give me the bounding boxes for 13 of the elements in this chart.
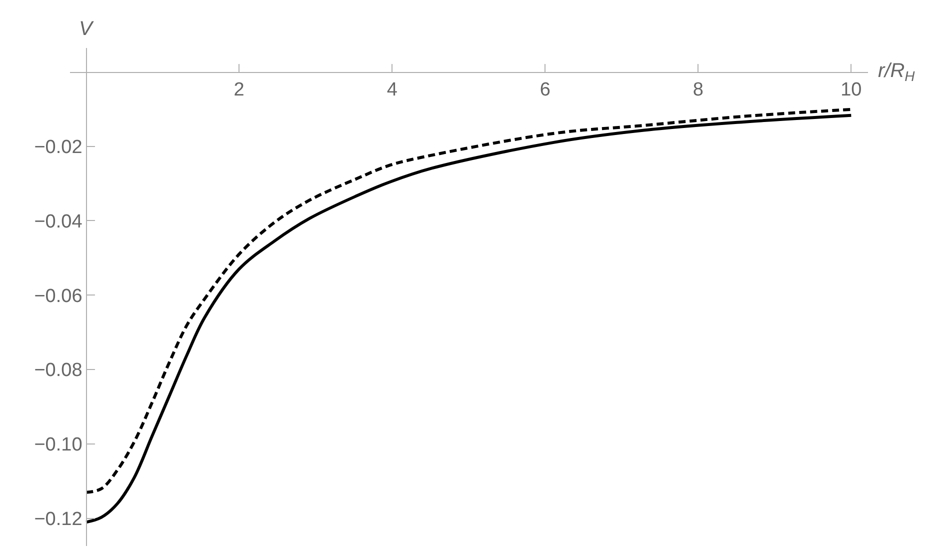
x-tick-label: 4 [386,80,398,101]
y-tick-label: −0.08 [34,360,82,382]
x-tick-label: 8 [692,80,704,101]
y-tick-label: −0.12 [34,509,82,530]
x-tick-label: 6 [540,80,550,101]
y-tick-label: −0.10 [34,434,82,456]
y-tick-label: −0.02 [34,136,82,158]
y-axis-title: V [79,18,94,40]
y-tick-label: −0.06 [34,286,82,307]
x-tick-label: 2 [234,80,244,101]
x-tick-label: 10 [840,80,862,101]
y-tick-label: −0.04 [34,211,83,232]
x-axis-title: r/R$_{H}$ [878,60,916,84]
